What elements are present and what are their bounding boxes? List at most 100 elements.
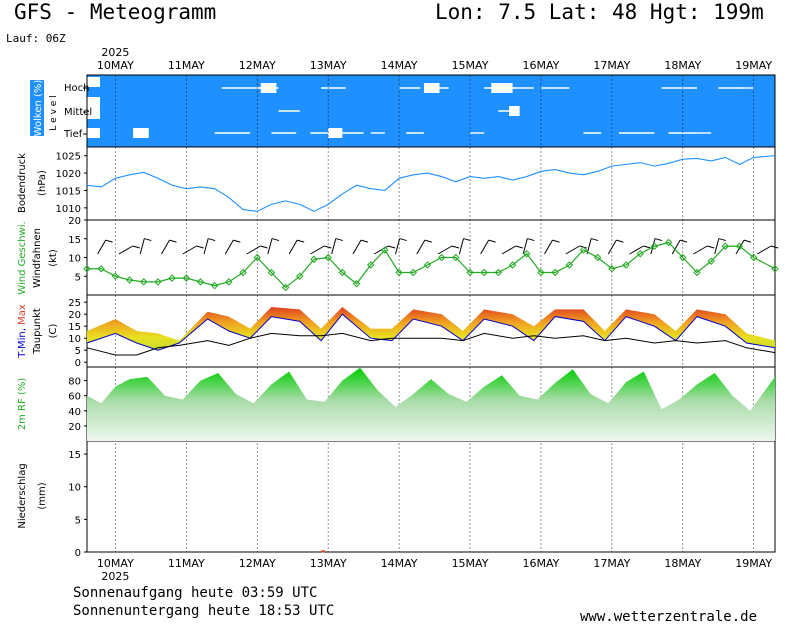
date-label-bottom: 14MAY [381, 557, 418, 570]
wind-barb-flag [488, 239, 496, 243]
wind-speed-point [196, 278, 205, 286]
wind-barb-flag [233, 239, 241, 243]
date-label-bottom: 16MAY [522, 557, 559, 570]
date-label-top: 18MAY [664, 59, 701, 72]
cloud-level-label: Mittel [64, 107, 92, 118]
wind-speed-point [381, 246, 389, 254]
wind-barb-shaft [757, 245, 772, 255]
date-label-bottom: 13MAY [310, 557, 347, 570]
wind-speed-point [523, 250, 531, 258]
wind-speed-point [771, 265, 779, 273]
wind-speed-point [593, 253, 602, 262]
wind-barb-shaft [437, 245, 453, 255]
wind-speed-point [210, 281, 219, 290]
wind-barb-shaft [671, 239, 681, 255]
temp-ylabel-max: Max [17, 304, 28, 328]
y-tick-label-pressure: 1010 [56, 204, 81, 215]
wind-barb-shaft [310, 245, 325, 255]
date-label-bottom: 10MAY [97, 557, 134, 570]
wind-speed-point [707, 257, 715, 265]
wind-barb-flag [324, 245, 332, 249]
wind-speed-line [87, 241, 776, 289]
y-tick-label-wind: 15 [68, 235, 81, 246]
wind-speed-point [310, 255, 318, 264]
wind-barb-shaft [395, 238, 401, 255]
wind-barb-shaft [288, 239, 298, 255]
wind-speed-point [83, 265, 91, 273]
wind-speed-point [579, 246, 588, 254]
date-label-top: 10MAY [97, 59, 134, 72]
wind-speed-point [721, 242, 730, 250]
wind-barb-shaft [714, 238, 720, 255]
sunset-info: Sonnenuntergang heute 18:53 UTC [73, 603, 335, 619]
temp-ylabel: Taupunkt [32, 308, 43, 355]
y-tick-label-wind: 5 [75, 272, 81, 283]
wind-barb-flag [387, 245, 396, 249]
wind-barb-flag [424, 239, 432, 243]
wind-speed-point [537, 268, 545, 277]
wind-barb-shaft [458, 238, 464, 255]
date-label-bottom: 19MAY [735, 557, 772, 570]
cloud-ylabel-bg [30, 80, 44, 136]
wind-speed-point [111, 272, 120, 280]
wind-barb-flag [399, 238, 407, 242]
wind-barb-shaft [565, 245, 580, 255]
wind-barb-flag [591, 238, 599, 242]
wind-barb-flag [144, 238, 152, 242]
wind-speed-point [466, 268, 474, 277]
wind-speed-point [168, 274, 176, 282]
wind-barb-flag [680, 239, 688, 243]
wind-barb-flag [515, 245, 523, 249]
wind-barb-flag [552, 239, 560, 243]
wind-barb-flag [463, 238, 471, 242]
wind-speed-point [735, 242, 744, 250]
cloud-gap-blob [491, 83, 513, 93]
date-label-top: 15MAY [452, 59, 489, 72]
wind-speed-point [565, 261, 574, 269]
wind-barb-shaft [607, 239, 617, 255]
wind-speed-point [608, 265, 616, 273]
dewpoint-line [86, 332, 776, 356]
wind-barb-flag [654, 238, 663, 242]
wind-barb-flag [770, 245, 779, 249]
precip-bar [321, 550, 326, 553]
wind-barb-shaft [97, 239, 107, 255]
wind-barb-flag [271, 238, 280, 242]
y-tick-label-pressure: 1025 [56, 152, 81, 163]
wind-barb-shaft [586, 238, 592, 255]
wind-barb-flag [196, 245, 204, 249]
date-label-top: 19MAY [735, 59, 772, 72]
y-tick-label-temp: 0 [75, 358, 81, 369]
wind-speed-point [622, 261, 630, 269]
rh-fill [87, 367, 775, 441]
wind-speed-point [395, 268, 403, 277]
wind-barb-flag [105, 239, 113, 243]
wind-speed-point [508, 261, 517, 269]
temp-ylabel-colored: T-Min, Max [17, 304, 28, 359]
wind-unit: (kt) [48, 249, 59, 267]
wind-speed-point [338, 268, 347, 277]
wind-barb-shaft [480, 239, 490, 255]
wind-barb-flag [707, 245, 715, 249]
temp-range-fill [87, 307, 775, 351]
cloud-gap-blob [87, 128, 100, 138]
cloud-gap-blob [260, 83, 277, 93]
y-tick-label-rh: 20 [68, 422, 81, 433]
wind-speed-point [125, 276, 134, 284]
y-tick-label-precip: 10 [68, 483, 81, 494]
panel-frame-wind [86, 219, 776, 296]
wind-barb-flag [260, 245, 268, 249]
wind-barb-flag [643, 245, 651, 249]
wind-barb-flag [132, 245, 140, 249]
y-tick-label-wind: 20 [68, 216, 81, 227]
date-label-top: 13MAY [310, 59, 347, 72]
wind-barb-flag [169, 239, 177, 243]
cloud-ylabel: Wolken (%) [33, 80, 44, 137]
year-label-top: 2025 [101, 46, 129, 59]
wind-speed-point [664, 238, 673, 247]
date-label-top: 17MAY [593, 59, 630, 72]
wind-speed-point [437, 253, 446, 262]
wind-barb-shaft [544, 239, 553, 255]
wind-barb-shaft [139, 238, 145, 255]
y-tick-label-temp: 5 [75, 346, 81, 357]
